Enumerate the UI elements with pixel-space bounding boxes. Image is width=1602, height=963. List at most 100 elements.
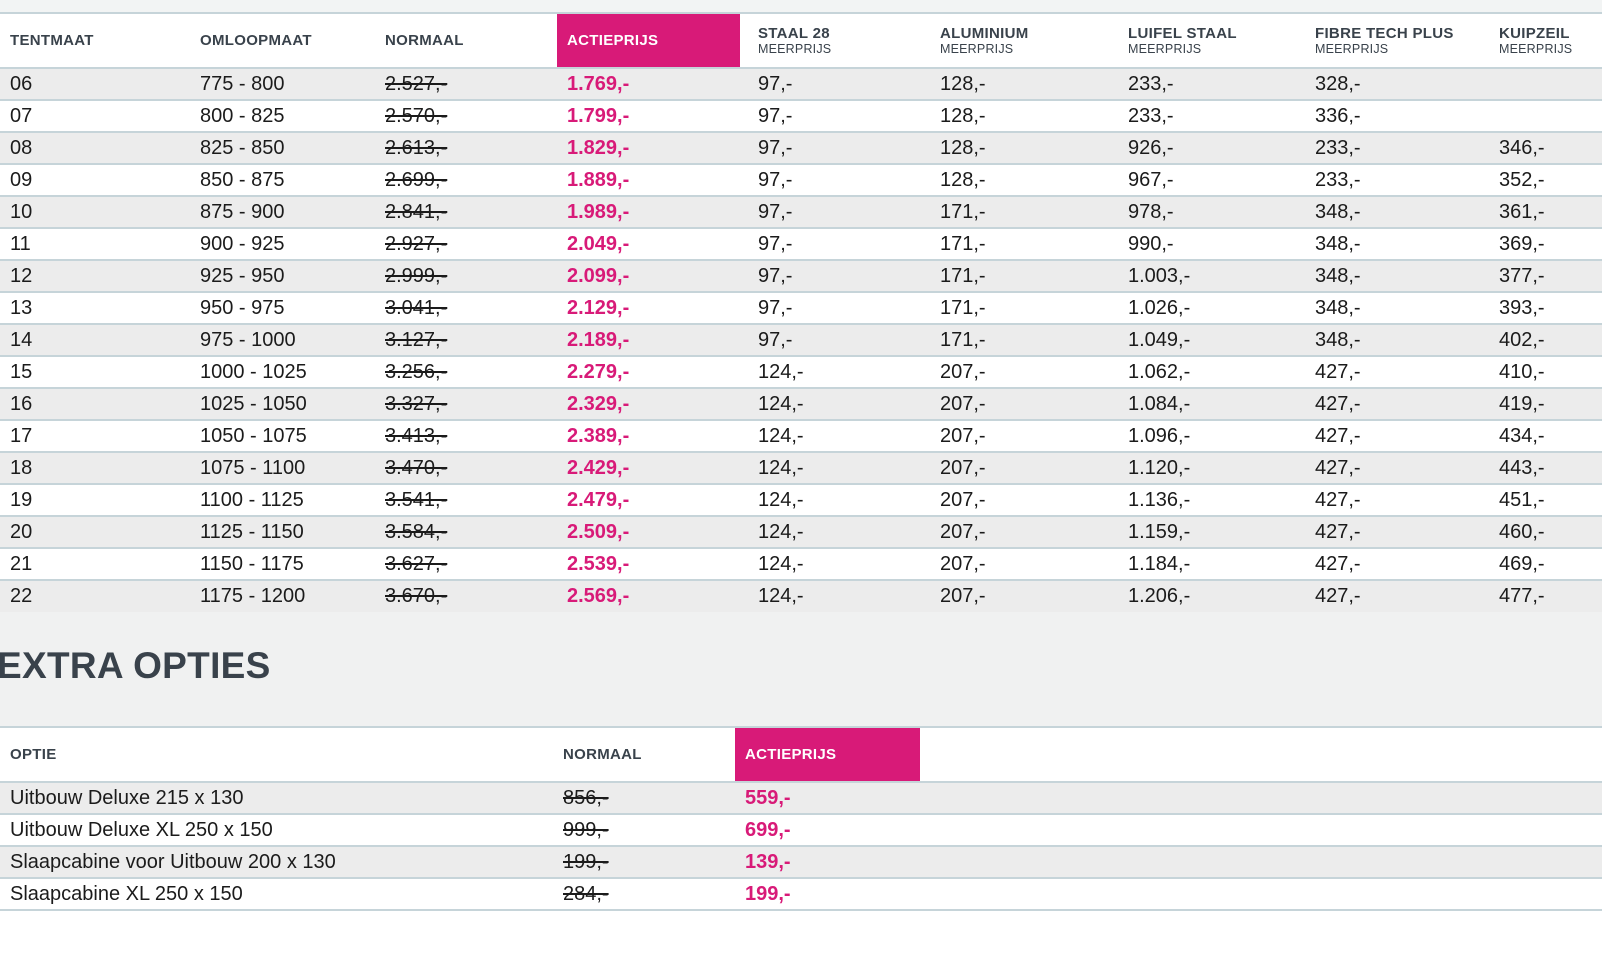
table-row: Slaapcabine XL 250 x 150 284,- 199,- xyxy=(0,877,1602,911)
cell-staal28: 97,- xyxy=(740,67,922,100)
cell-actieprijs: 559,- xyxy=(735,781,920,814)
cell-value: 460,- xyxy=(1499,520,1545,543)
cell-value: 1.159,- xyxy=(1128,520,1191,543)
old-price: 3.670,- xyxy=(385,585,448,607)
cell-actieprijs: 2.189,- xyxy=(557,323,740,356)
cell-value: 1.206,- xyxy=(1128,585,1191,607)
old-price: 2.999,- xyxy=(385,264,448,287)
cell-fibre-tech-plus: 427,- xyxy=(1297,355,1481,388)
cell-value: 348,- xyxy=(1315,264,1361,287)
cell-aluminium: 128,- xyxy=(922,131,1110,164)
cell-value: Uitbouw Deluxe 215 x 130 xyxy=(10,786,244,809)
old-price: 2.613,- xyxy=(385,136,448,159)
col-header-label: TENTMAAT xyxy=(10,32,94,49)
col-header-staal28: STAAL 28 MEERPRIJS xyxy=(740,14,922,68)
cell-value: 97,- xyxy=(758,232,793,255)
cell-luifel-staal: 1.026,- xyxy=(1110,291,1297,324)
cell-value: 16 xyxy=(10,392,33,415)
cell-kuipzeil: 434,- xyxy=(1481,419,1602,452)
cell-luifel-staal: 1.062,- xyxy=(1110,355,1297,388)
action-price: 2.329,- xyxy=(567,392,630,415)
action-price: 139,- xyxy=(745,850,791,873)
cell-value: 207,- xyxy=(940,520,986,543)
col-header-label: ALUMINIUM xyxy=(940,25,1029,42)
cell-kuipzeil xyxy=(1481,67,1602,100)
cell-value: 361,- xyxy=(1499,200,1545,223)
cell-value: 207,- xyxy=(940,360,986,383)
cell-value: 10 xyxy=(10,200,33,223)
table-row: 10 875 - 900 2.841,- 1.989,- 97,- 171,- 978,- 3… xyxy=(0,195,1602,228)
cell-aluminium: 171,- xyxy=(922,291,1110,324)
options-table-header-row: OPTIE NORMAAL ACTIEPRIJS xyxy=(0,728,1602,782)
cell-fibre-tech-plus: 427,- xyxy=(1297,483,1481,516)
old-price: 2.699,- xyxy=(385,168,448,191)
cell-kuipzeil: 393,- xyxy=(1481,291,1602,324)
col-header-luifel-staal: LUIFEL STAAL MEERPRIJS xyxy=(1110,14,1297,68)
cell-fibre-tech-plus: 427,- xyxy=(1297,451,1481,484)
cell-kuipzeil: 346,- xyxy=(1481,131,1602,164)
cell-value: Slaapcabine XL 250 x 150 xyxy=(10,882,243,905)
cell-value: 124,- xyxy=(758,488,804,511)
col-header-label: FIBRE TECH PLUS xyxy=(1315,25,1454,42)
cell-value: 124,- xyxy=(758,552,804,575)
col-header-filler xyxy=(920,728,1602,782)
col-header-sublabel: MEERPRIJS xyxy=(1315,42,1389,56)
cell-value: 967,- xyxy=(1128,168,1174,191)
action-price: 699,- xyxy=(745,818,791,841)
cell-tentmaat: 14 xyxy=(0,323,190,356)
cell-filler xyxy=(920,877,1602,911)
action-price: 2.509,- xyxy=(567,520,630,543)
cell-value: 14 xyxy=(10,328,33,351)
col-header-label: OPTIE xyxy=(10,746,57,763)
cell-value: 1050 - 1075 xyxy=(200,424,307,447)
cell-aluminium: 207,- xyxy=(922,579,1110,612)
table-row: Slaapcabine voor Uitbouw 200 x 130 199,- 1… xyxy=(0,845,1602,878)
cell-normaal: 3.327,- xyxy=(375,387,557,420)
cell-aluminium: 171,- xyxy=(922,259,1110,292)
cell-value: 1100 - 1125 xyxy=(200,488,304,511)
cell-fibre-tech-plus: 233,- xyxy=(1297,131,1481,164)
cell-value: 124,- xyxy=(758,585,804,607)
cell-tentmaat: 22 xyxy=(0,579,190,612)
cell-optie: Slaapcabine XL 250 x 150 xyxy=(0,877,553,911)
cell-omloopmaat: 975 - 1000 xyxy=(190,323,375,356)
action-price: 2.049,- xyxy=(567,232,630,255)
cell-optie: Uitbouw Deluxe XL 250 x 150 xyxy=(0,813,553,846)
cell-value: 443,- xyxy=(1499,456,1545,479)
cell-normaal: 999,- xyxy=(553,813,735,846)
cell-normaal: 2.527,- xyxy=(375,67,557,100)
cell-aluminium: 207,- xyxy=(922,515,1110,548)
cell-luifel-staal: 990,- xyxy=(1110,227,1297,260)
cell-staal28: 97,- xyxy=(740,323,922,356)
cell-kuipzeil xyxy=(1481,99,1602,132)
cell-normaal: 3.541,- xyxy=(375,483,557,516)
cell-value: 427,- xyxy=(1315,488,1361,511)
cell-luifel-staal: 1.136,- xyxy=(1110,483,1297,516)
old-price: 3.584,- xyxy=(385,520,448,543)
cell-value: 171,- xyxy=(940,328,986,351)
cell-value: 419,- xyxy=(1499,392,1545,415)
cell-value: 328,- xyxy=(1315,72,1361,95)
cell-value: 1075 - 1100 xyxy=(200,456,306,479)
old-price: 2.570,- xyxy=(385,104,448,127)
table-row: 13 950 - 975 3.041,- 2.129,- 97,- 171,- 1.026,… xyxy=(0,291,1602,324)
cell-actieprijs: 1.799,- xyxy=(557,99,740,132)
cell-tentmaat: 13 xyxy=(0,291,190,324)
cell-staal28: 124,- xyxy=(740,547,922,580)
cell-aluminium: 171,- xyxy=(922,323,1110,356)
cell-aluminium: 207,- xyxy=(922,419,1110,452)
cell-staal28: 97,- xyxy=(740,195,922,228)
cell-omloopmaat: 850 - 875 xyxy=(190,163,375,196)
cell-normaal: 284,- xyxy=(553,877,735,911)
cell-kuipzeil: 460,- xyxy=(1481,515,1602,548)
cell-value: 926,- xyxy=(1128,136,1174,159)
cell-fibre-tech-plus: 427,- xyxy=(1297,515,1481,548)
cell-actieprijs: 2.389,- xyxy=(557,419,740,452)
cell-kuipzeil: 443,- xyxy=(1481,451,1602,484)
old-price: 3.327,- xyxy=(385,392,448,415)
cell-value: 1.184,- xyxy=(1128,552,1191,575)
cell-luifel-staal: 926,- xyxy=(1110,131,1297,164)
cell-value: 451,- xyxy=(1499,488,1545,511)
cell-aluminium: 171,- xyxy=(922,227,1110,260)
cell-value: 434,- xyxy=(1499,424,1545,447)
